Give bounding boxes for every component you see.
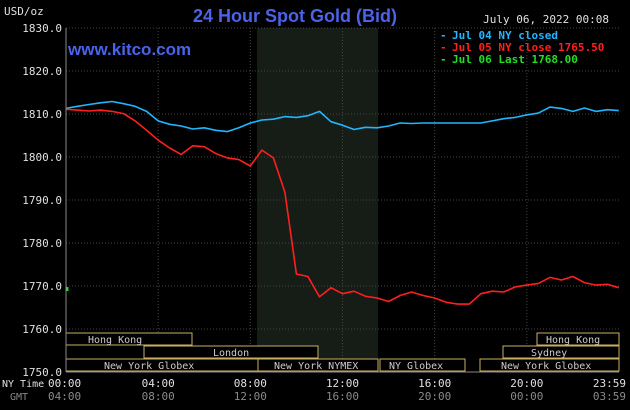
unit-label: USD/oz [4, 5, 44, 18]
legend-item-jul05: Jul 05 NY close 1765.50 [452, 41, 604, 54]
series-lines [65, 100, 620, 305]
session-ny-globex-3 [479, 358, 620, 372]
y-tick-label: 1760.0 [22, 323, 62, 336]
x-tick-label-gmt: 03:59 [593, 390, 626, 403]
session-label-ny-globex-2: NY Globex [389, 361, 443, 372]
y-tick-label: 1800.0 [22, 151, 62, 164]
legend-item-jul06: Jul 06 Last 1768.00 [452, 53, 578, 66]
x-tick-label-gmt: 20:00 [418, 390, 451, 403]
y-tick-label: 1790.0 [22, 194, 62, 207]
y-tick-label: 1810.0 [22, 108, 62, 121]
x-row-label-ny: NY Time [2, 379, 44, 390]
y-tick-label: 1780.0 [22, 237, 62, 250]
session-bars: Hong Kong London New York Globex New Yor… [65, 332, 620, 372]
session-label-hong-kong-2: Hong Kong [546, 335, 600, 346]
x-tick-label-ny: 23:59 [593, 377, 626, 390]
session-label-ny-globex: New York Globex [104, 361, 194, 372]
x-tick-label-ny: 08:00 [234, 377, 267, 390]
x-tick-label-gmt: 12:00 [234, 390, 267, 403]
x-tick-label-ny: 12:00 [326, 377, 359, 390]
session-label-london: London [213, 348, 249, 359]
x-tick-label-gmt: 00:00 [510, 390, 543, 403]
y-tick-label: 1750.0 [22, 366, 62, 379]
x-tick-label-ny: 16:00 [418, 377, 451, 390]
x-tick-label-gmt: 16:00 [326, 390, 359, 403]
y-tick-label: 1770.0 [22, 280, 62, 293]
x-tick-labels: 00:0004:0004:0008:0008:0012:0012:0016:00… [48, 377, 626, 403]
legend: Jul 04 NY closed Jul 05 NY close 1765.50… [440, 29, 604, 66]
series-line-jul05 [65, 108, 620, 305]
session-ny-nymex [257, 358, 379, 372]
y-tick-label: 1830.0 [22, 22, 62, 35]
chart-title: 24 Hour Spot Gold (Bid) [193, 6, 397, 26]
x-tick-label-ny: 20:00 [510, 377, 543, 390]
y-tick-labels: 1830.0 1820.0 1810.0 1800.0 1790.0 1780.0 1770… [22, 22, 62, 379]
session-hong-kong-2 [536, 332, 620, 346]
x-tick-label-gmt: 08:00 [142, 390, 175, 403]
nymex-session-shade [257, 28, 378, 372]
x-tick-label-ny: 04:00 [142, 377, 175, 390]
session-ny-globex-2 [379, 358, 466, 372]
series-line-jul04 [65, 100, 619, 133]
site-watermark: www.kitco.com [67, 40, 191, 59]
session-sydney [502, 345, 620, 359]
date-stamp: July 06, 2022 00:08 [483, 13, 609, 26]
x-tick-label-ny: 00:00 [48, 377, 81, 390]
session-label-hong-kong: Hong Kong [88, 335, 142, 346]
session-label-ny-nymex: New York NYMEX [274, 361, 358, 372]
x-tick-label-gmt: 04:00 [48, 390, 81, 403]
session-london [143, 345, 319, 359]
legend-dash-jul04: - [440, 29, 447, 42]
session-label-ny-globex-3: New York Globex [501, 361, 591, 372]
legend-dash-jul06: - [440, 53, 447, 66]
legend-dash-jul05: - [440, 41, 447, 54]
series-point-jul06 [65, 287, 69, 292]
session-label-sydney: Sydney [531, 348, 567, 359]
y-tick-label: 1820.0 [22, 65, 62, 78]
x-row-label-gmt: GMT [10, 392, 28, 403]
legend-item-jul04: Jul 04 NY closed [452, 29, 558, 42]
